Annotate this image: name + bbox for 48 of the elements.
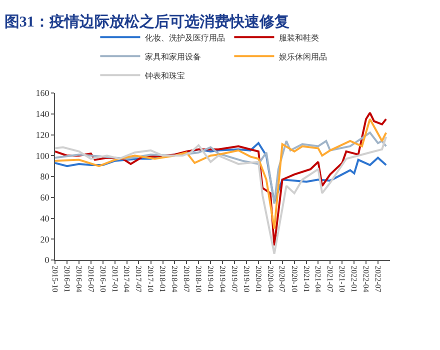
legend-label: 家具和家用设备 bbox=[145, 52, 202, 62]
x-tick-label: 2022-04 bbox=[361, 266, 370, 292]
y-tick-label: 40 bbox=[40, 213, 50, 224]
x-tick-label: 2020-01 bbox=[254, 266, 263, 292]
y-tick-label: 120 bbox=[36, 130, 50, 140]
x-tick-label: 2017-04 bbox=[122, 266, 132, 292]
x-tick-label: 2017-07 bbox=[134, 266, 144, 292]
x-tick-label: 2016-01 bbox=[62, 266, 72, 292]
x-tick-label: 2021-10 bbox=[338, 266, 347, 292]
legend-label: 钟表和珠宝 bbox=[144, 71, 186, 80]
legend-label: 化妆、洗护及医疗用品 bbox=[145, 33, 226, 42]
x-tick-label: 2018-04 bbox=[170, 266, 180, 292]
x-tick-label: 2020-07 bbox=[278, 266, 287, 292]
y-tick-label: 80 bbox=[40, 172, 50, 182]
x-tick-label: 2019-01 bbox=[206, 266, 216, 292]
line-series bbox=[55, 132, 388, 205]
y-tick-label: 20 bbox=[40, 234, 50, 244]
x-tick-label: 2017-10 bbox=[146, 266, 156, 292]
x-tick-label: 2018-01 bbox=[158, 266, 168, 292]
line-series bbox=[55, 136, 388, 255]
x-tick-label: 2016-10 bbox=[98, 266, 108, 292]
x-tick-label: 2019-07 bbox=[230, 266, 239, 292]
x-tick-label: 2020-10 bbox=[290, 266, 299, 292]
x-tick-label: 2019-04 bbox=[218, 266, 227, 292]
y-tick-label: 100 bbox=[36, 150, 50, 161]
x-tick-label: 2021-01 bbox=[302, 266, 311, 292]
y-tick-label: 140 bbox=[36, 109, 50, 120]
line-series bbox=[55, 112, 388, 246]
chart-title: 图31：疫情边际放松之后可选消费快速修复 bbox=[4, 12, 290, 30]
x-tick-label: 2019-10 bbox=[242, 266, 251, 292]
x-tick-label: 2018-07 bbox=[182, 266, 191, 292]
x-tick-label: 2015-10 bbox=[50, 266, 60, 292]
x-tick-label: 2021-07 bbox=[326, 266, 335, 292]
y-tick-label: 0 bbox=[44, 255, 50, 266]
x-tick-label: 2022-01 bbox=[350, 266, 359, 292]
x-tick-label: 2017-01 bbox=[110, 266, 120, 292]
y-tick-label: 60 bbox=[40, 192, 50, 203]
x-tick-label: 2022-07 bbox=[373, 266, 382, 292]
x-tick-label: 2016-04 bbox=[74, 266, 84, 292]
line-series bbox=[55, 118, 388, 230]
x-tick-label: 2018-10 bbox=[194, 266, 203, 292]
legend-label: 服装和鞋类 bbox=[279, 33, 320, 42]
legend-label: 娱乐休闲用品 bbox=[279, 52, 328, 62]
line-series bbox=[55, 142, 388, 204]
x-tick-label: 2021-04 bbox=[314, 266, 323, 292]
y-tick-label: 160 bbox=[36, 88, 50, 98]
x-tick-label: 2020-04 bbox=[266, 266, 275, 292]
x-tick-label: 2016-07 bbox=[86, 266, 96, 292]
